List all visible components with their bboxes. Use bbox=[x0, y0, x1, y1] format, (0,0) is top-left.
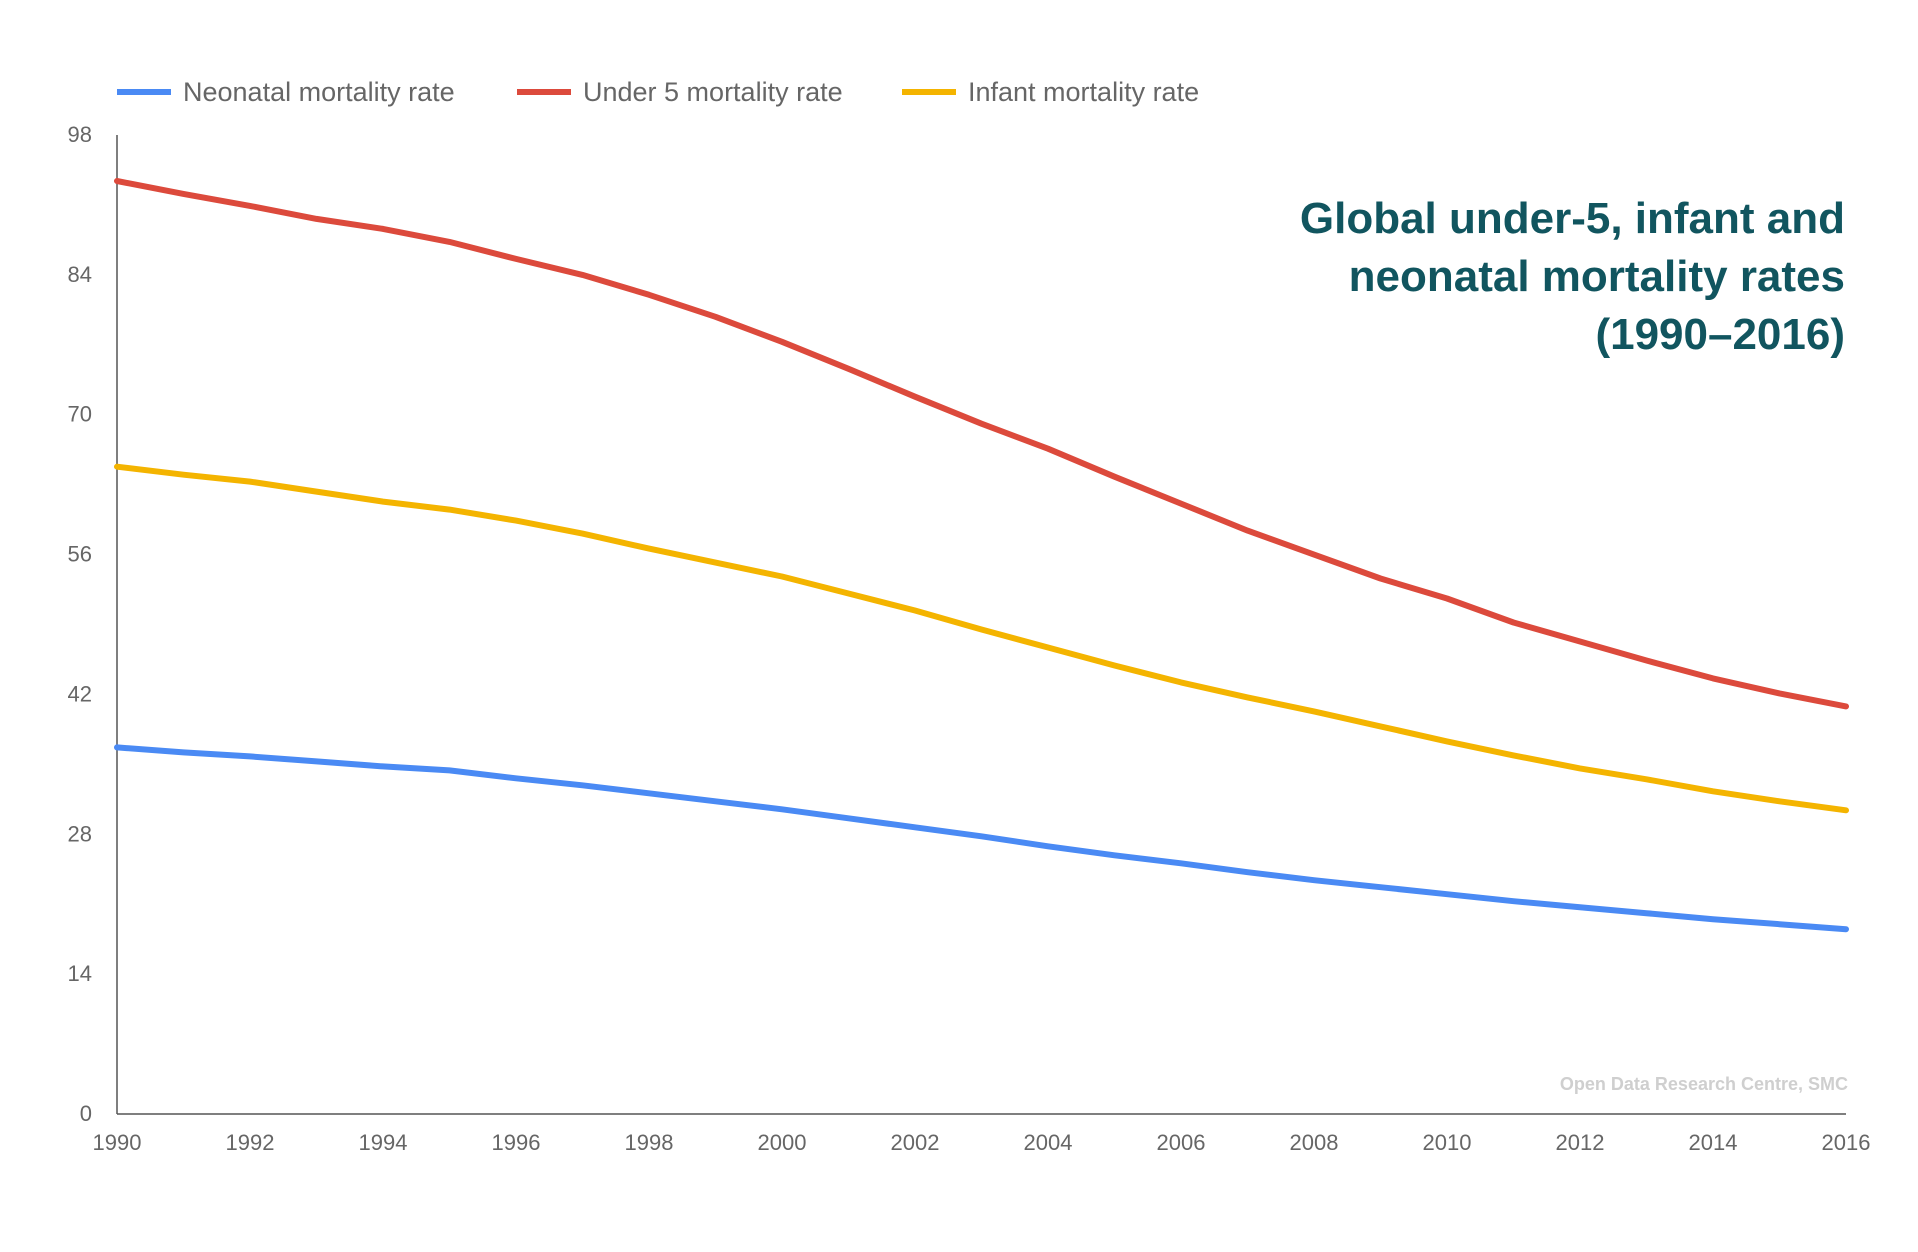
axes bbox=[116, 135, 1846, 1115]
legend: Neonatal mortality rate Under 5 mortality… bbox=[117, 77, 1199, 107]
title-line-1: Global under-5, infant and bbox=[1300, 194, 1845, 243]
x-tick-label: 1998 bbox=[625, 1130, 674, 1155]
y-tick-label: 98 bbox=[68, 122, 92, 147]
legend-label: Neonatal mortality rate bbox=[183, 77, 455, 107]
x-tick-label: 2006 bbox=[1157, 1130, 1206, 1155]
x-tick-label: 1990 bbox=[93, 1130, 142, 1155]
y-tick-label: 0 bbox=[80, 1101, 92, 1126]
legend-item: Under 5 mortality rate bbox=[517, 77, 843, 107]
credit-watermark: Open Data Research Centre, SMC bbox=[1560, 1074, 1848, 1094]
y-ticks: 0 14 28 42 56 70 84 98 bbox=[68, 122, 92, 1126]
legend-item: Neonatal mortality rate bbox=[117, 77, 455, 107]
chart-title: Global under-5, infant and neonatal mort… bbox=[1300, 194, 1845, 359]
x-ticks: 1990 1992 1994 1996 1998 2000 2002 2004 2006 2008… bbox=[93, 1130, 1871, 1155]
x-tick-label: 2012 bbox=[1556, 1130, 1605, 1155]
y-tick-label: 84 bbox=[68, 262, 92, 287]
y-tick-label: 70 bbox=[68, 402, 92, 427]
y-tick-label: 42 bbox=[68, 681, 92, 706]
x-tick-label: 1994 bbox=[359, 1130, 408, 1155]
title-line-2: neonatal mortality rates bbox=[1349, 252, 1845, 301]
x-tick-label: 2016 bbox=[1822, 1130, 1871, 1155]
legend-item: Infant mortality rate bbox=[902, 77, 1199, 107]
x-tick-label: 2014 bbox=[1689, 1130, 1738, 1155]
legend-label: Infant mortality rate bbox=[968, 77, 1199, 107]
x-tick-label: 2002 bbox=[891, 1130, 940, 1155]
y-tick-label: 14 bbox=[68, 961, 92, 986]
legend-label: Under 5 mortality rate bbox=[583, 77, 843, 107]
y-tick-label: 28 bbox=[68, 821, 92, 846]
x-tick-label: 2004 bbox=[1024, 1130, 1073, 1155]
series-line-3 bbox=[114, 463, 1849, 814]
x-tick-label: 2010 bbox=[1423, 1130, 1472, 1155]
series-line-2 bbox=[114, 178, 1849, 710]
x-tick-label: 2008 bbox=[1290, 1130, 1339, 1155]
x-tick-label: 2000 bbox=[758, 1130, 807, 1155]
x-tick-label: 1996 bbox=[492, 1130, 541, 1155]
y-tick-label: 56 bbox=[68, 542, 92, 567]
title-line-3: (1990–2016) bbox=[1595, 310, 1845, 359]
x-tick-label: 1992 bbox=[226, 1130, 275, 1155]
series-line-1 bbox=[114, 744, 1849, 933]
series-lines bbox=[114, 178, 1849, 933]
